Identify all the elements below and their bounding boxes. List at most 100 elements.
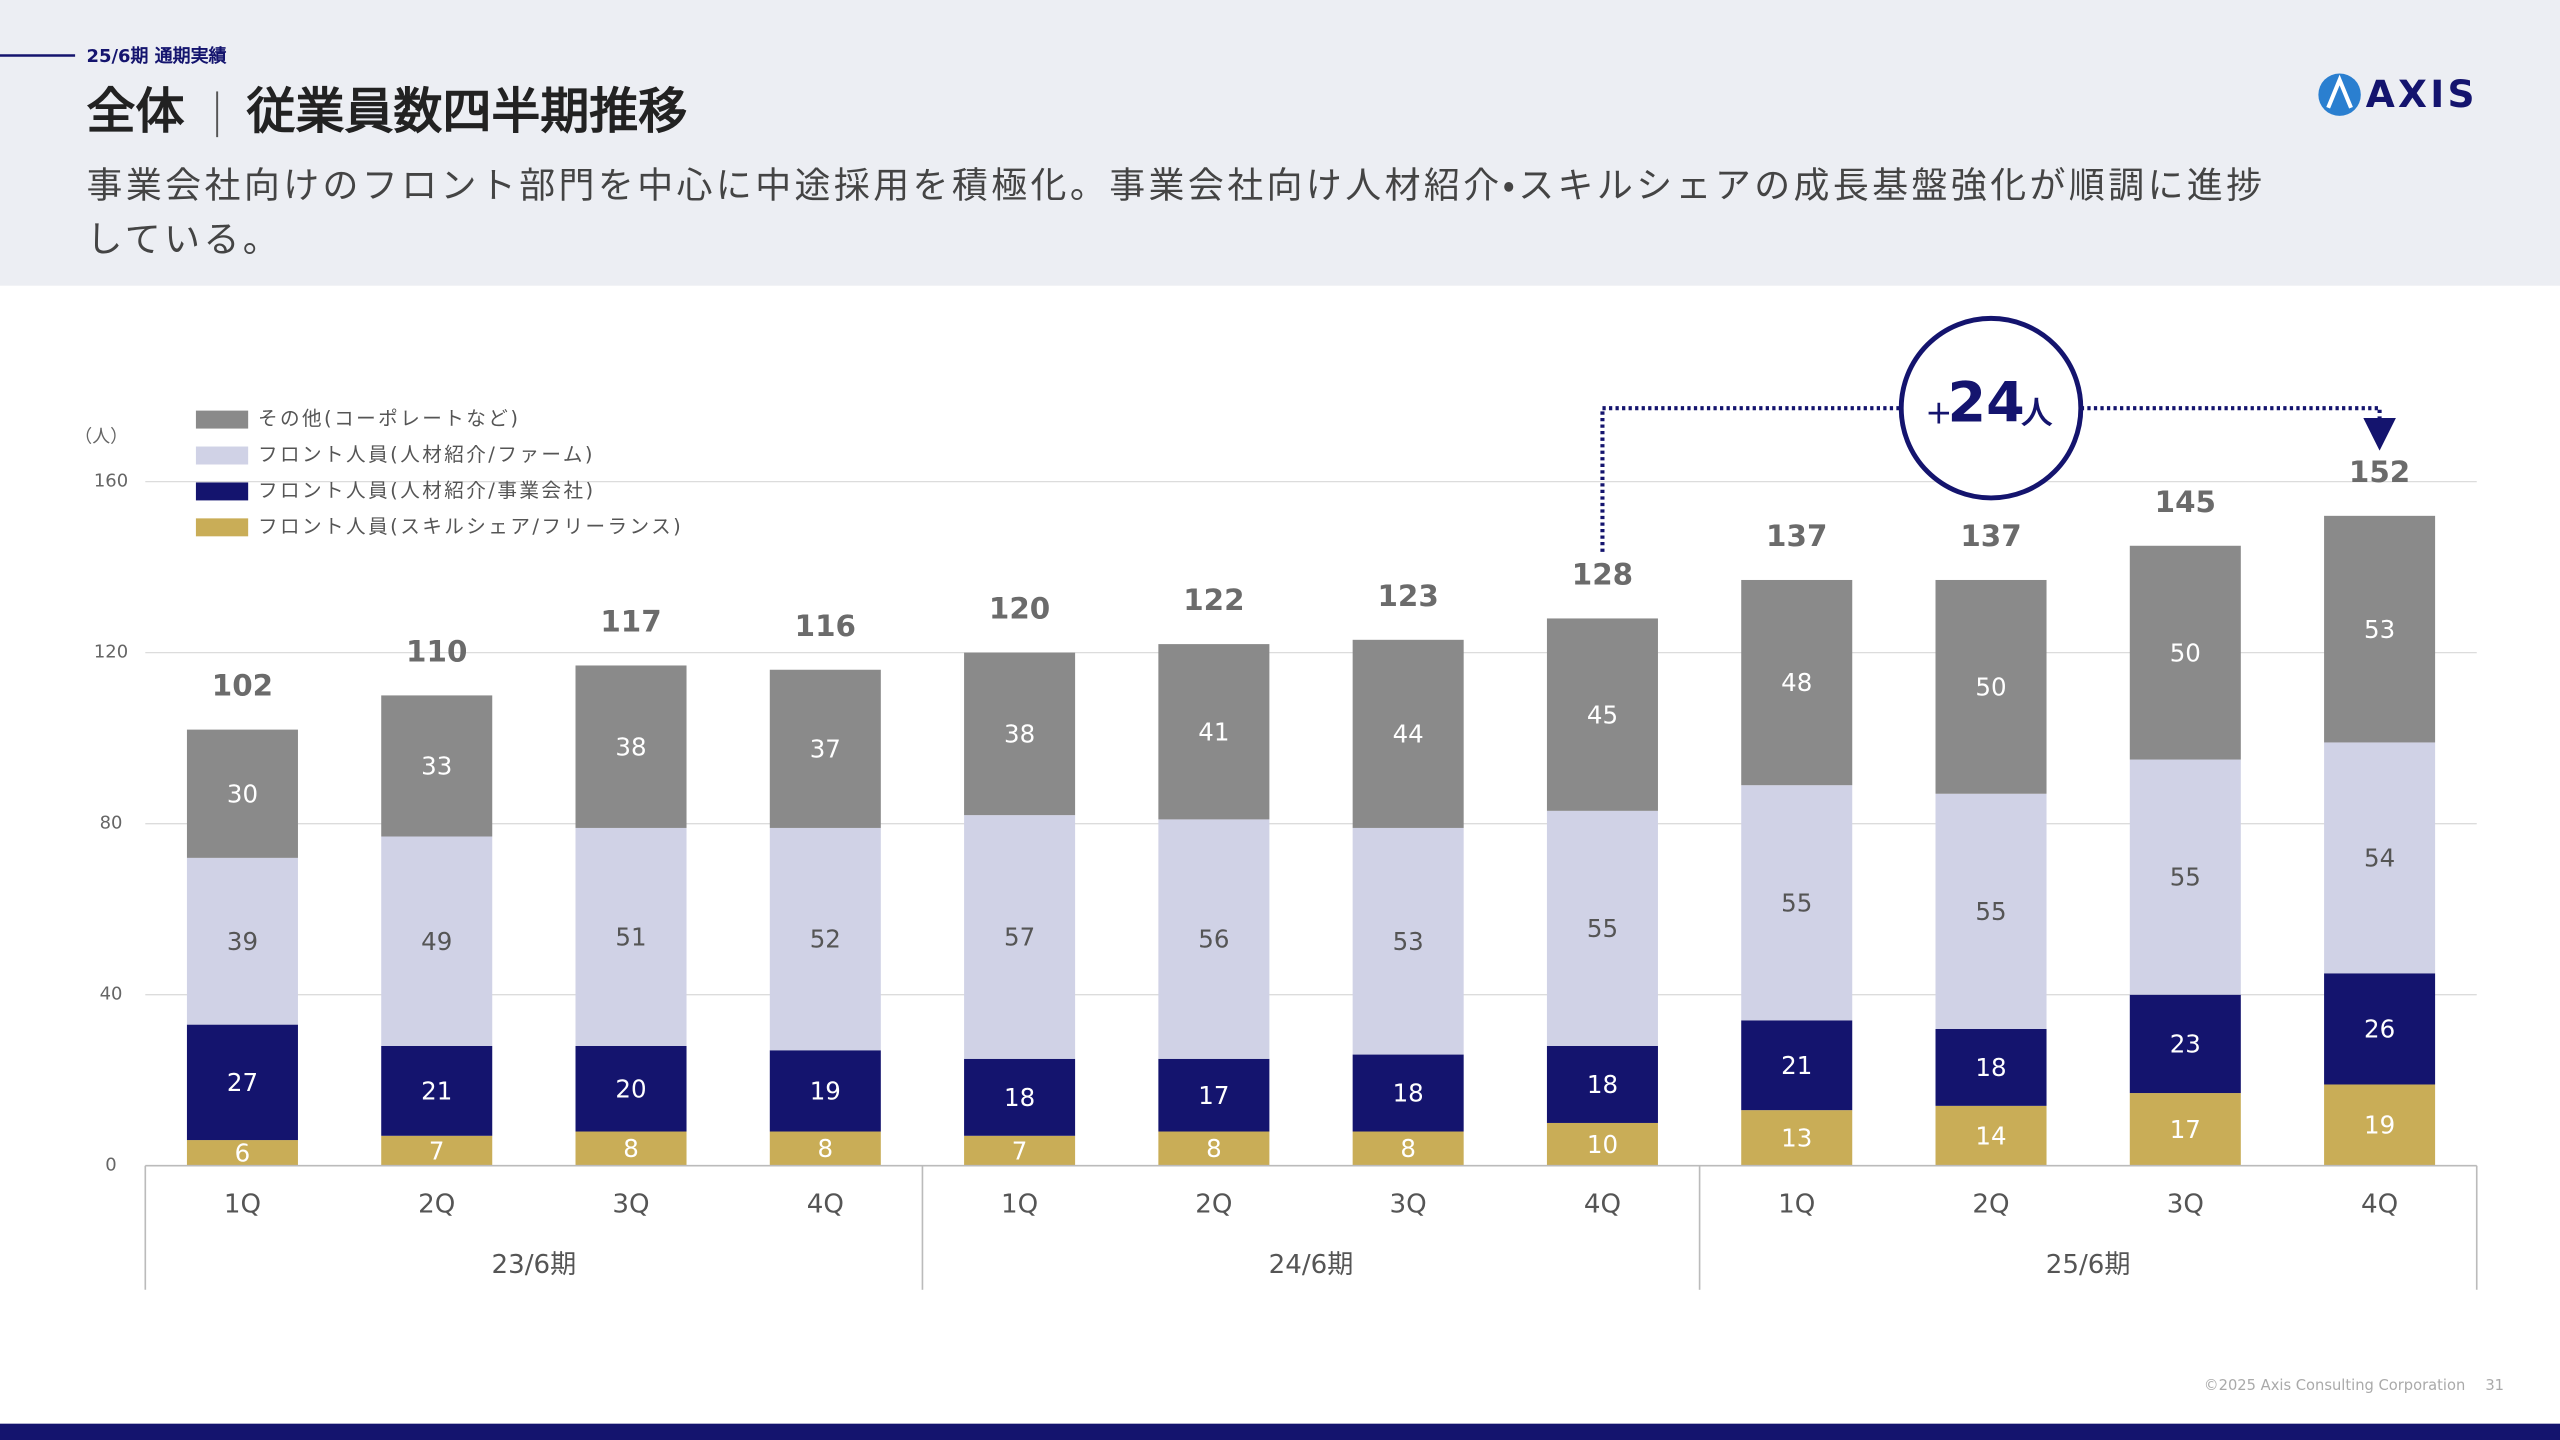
legend-swatch: [195, 410, 249, 429]
bar-segment: [1352, 1054, 1464, 1132]
bar-segment: [964, 1058, 1076, 1136]
bar-segment: [1935, 1105, 2047, 1166]
bar-segment: [1158, 644, 1270, 820]
value-label: 18: [1587, 1070, 1618, 1099]
value-label: 54: [2364, 844, 2395, 873]
bar-segment: [769, 1050, 881, 1132]
bar-segment: [1741, 1020, 1853, 1111]
value-label: 21: [421, 1077, 452, 1106]
bar-segment: [1935, 793, 2047, 1029]
x-tick-label: 2Q: [1972, 1189, 2009, 1219]
value-label: 7: [1012, 1136, 1028, 1165]
group-label: 25/6期: [2046, 1250, 2131, 1280]
value-label: 52: [810, 925, 841, 954]
header-band: [0, 0, 2560, 286]
bar-segment: [1546, 618, 1658, 811]
value-label: 50: [1975, 672, 2006, 701]
value-label: 7: [429, 1136, 445, 1165]
group-label: 23/6期: [492, 1250, 577, 1280]
group-label: 24/6期: [1269, 1250, 1354, 1280]
bar-segment: [575, 827, 687, 1046]
bar-segment: [1546, 810, 1658, 1046]
value-label: 48: [1781, 668, 1812, 697]
total-label: 122: [1183, 583, 1244, 617]
bar-segment: [575, 1046, 687, 1132]
value-label: 57: [1004, 923, 1035, 952]
bar-segment: [1935, 1028, 2047, 1106]
value-label: 55: [1781, 888, 1812, 917]
bar-segment: [1158, 1058, 1270, 1132]
value-label: 26: [2364, 1015, 2395, 1044]
bar-segment: [186, 857, 298, 1025]
legend-swatch: [195, 518, 249, 537]
logo-icon-mark: [2326, 74, 2353, 109]
y-tick-label: 40: [100, 984, 123, 1005]
value-label: 13: [1781, 1124, 1812, 1153]
page-number: 31: [2485, 1377, 2504, 1394]
y-tick-label: 0: [105, 1155, 116, 1176]
bar-segment: [2324, 1084, 2436, 1166]
value-label: 21: [1781, 1051, 1812, 1080]
bar-segment: [769, 827, 881, 1051]
annotation-circle: [1898, 315, 2084, 501]
x-tick-label: 2Q: [1195, 1189, 1232, 1219]
value-label: 18: [1393, 1079, 1424, 1108]
bar-segment: [2129, 545, 2241, 760]
y-tick-label: 80: [100, 813, 123, 834]
value-label: 17: [2170, 1115, 2201, 1144]
bar-segment: [2324, 742, 2436, 974]
copyright: ©2025 Axis Consulting Corporation: [2204, 1377, 2465, 1394]
value-label: 20: [615, 1074, 646, 1103]
value-label: 18: [1975, 1053, 2006, 1082]
bar-segment: [2129, 994, 2241, 1094]
value-label: 53: [1393, 927, 1424, 956]
bar-segment: [769, 1131, 881, 1166]
title-main: 全体: [87, 83, 185, 140]
value-label: 49: [421, 927, 452, 956]
legend-label: フロント人員(人材紹介/事業会社): [258, 479, 596, 502]
value-label: 55: [2170, 863, 2201, 892]
legend-label: フロント人員(スキルシェア/フリーランス): [258, 515, 683, 538]
total-label: 116: [795, 609, 856, 643]
value-label: 33: [421, 752, 452, 781]
footer-band: [0, 1423, 2560, 1440]
bar-segment: [1546, 1046, 1658, 1123]
value-label: 44: [1393, 720, 1424, 749]
value-label: 10: [1587, 1130, 1618, 1159]
total-label: 120: [989, 592, 1050, 626]
title-sub: 従業員数四半期推移: [246, 83, 688, 140]
value-label: 17: [1198, 1081, 1229, 1110]
value-label: 8: [1400, 1134, 1416, 1163]
x-tick-label: 1Q: [1778, 1189, 1815, 1219]
value-label: 55: [1587, 914, 1618, 943]
total-label: 137: [1960, 519, 2021, 553]
value-label: 8: [623, 1134, 639, 1163]
annotation-sign: +: [1925, 394, 1952, 432]
annotation-connector: [1600, 406, 1902, 552]
bar-segment: [381, 836, 493, 1047]
bar-segment: [1935, 579, 2047, 794]
value-label: 56: [1198, 925, 1229, 954]
value-label: 18: [1004, 1083, 1035, 1112]
total-label: 110: [406, 634, 467, 668]
bar-segment: [2324, 515, 2436, 743]
x-tick-label: 4Q: [2361, 1189, 2398, 1219]
x-tick-label: 3Q: [612, 1189, 649, 1219]
value-label: 38: [615, 732, 646, 761]
total-label: 137: [1766, 519, 1827, 553]
total-label: 123: [1377, 579, 1438, 613]
value-label: 30: [227, 779, 258, 808]
chart: （人） 0 40 80 120 160 フロント人員(スキルシェア/フリーランス) フロント…: [74, 315, 2478, 1290]
bar-segment: [1352, 827, 1464, 1055]
value-label: 8: [1206, 1134, 1222, 1163]
x-tick-label: 4Q: [1584, 1189, 1621, 1219]
description-line: している。: [87, 220, 283, 261]
annotation-unit: 人: [2020, 396, 2053, 432]
bar-segment: [1158, 819, 1270, 1059]
bar-segment: [1352, 1131, 1464, 1166]
bar-segment: [381, 1046, 493, 1136]
bar-segment: [381, 1135, 493, 1166]
